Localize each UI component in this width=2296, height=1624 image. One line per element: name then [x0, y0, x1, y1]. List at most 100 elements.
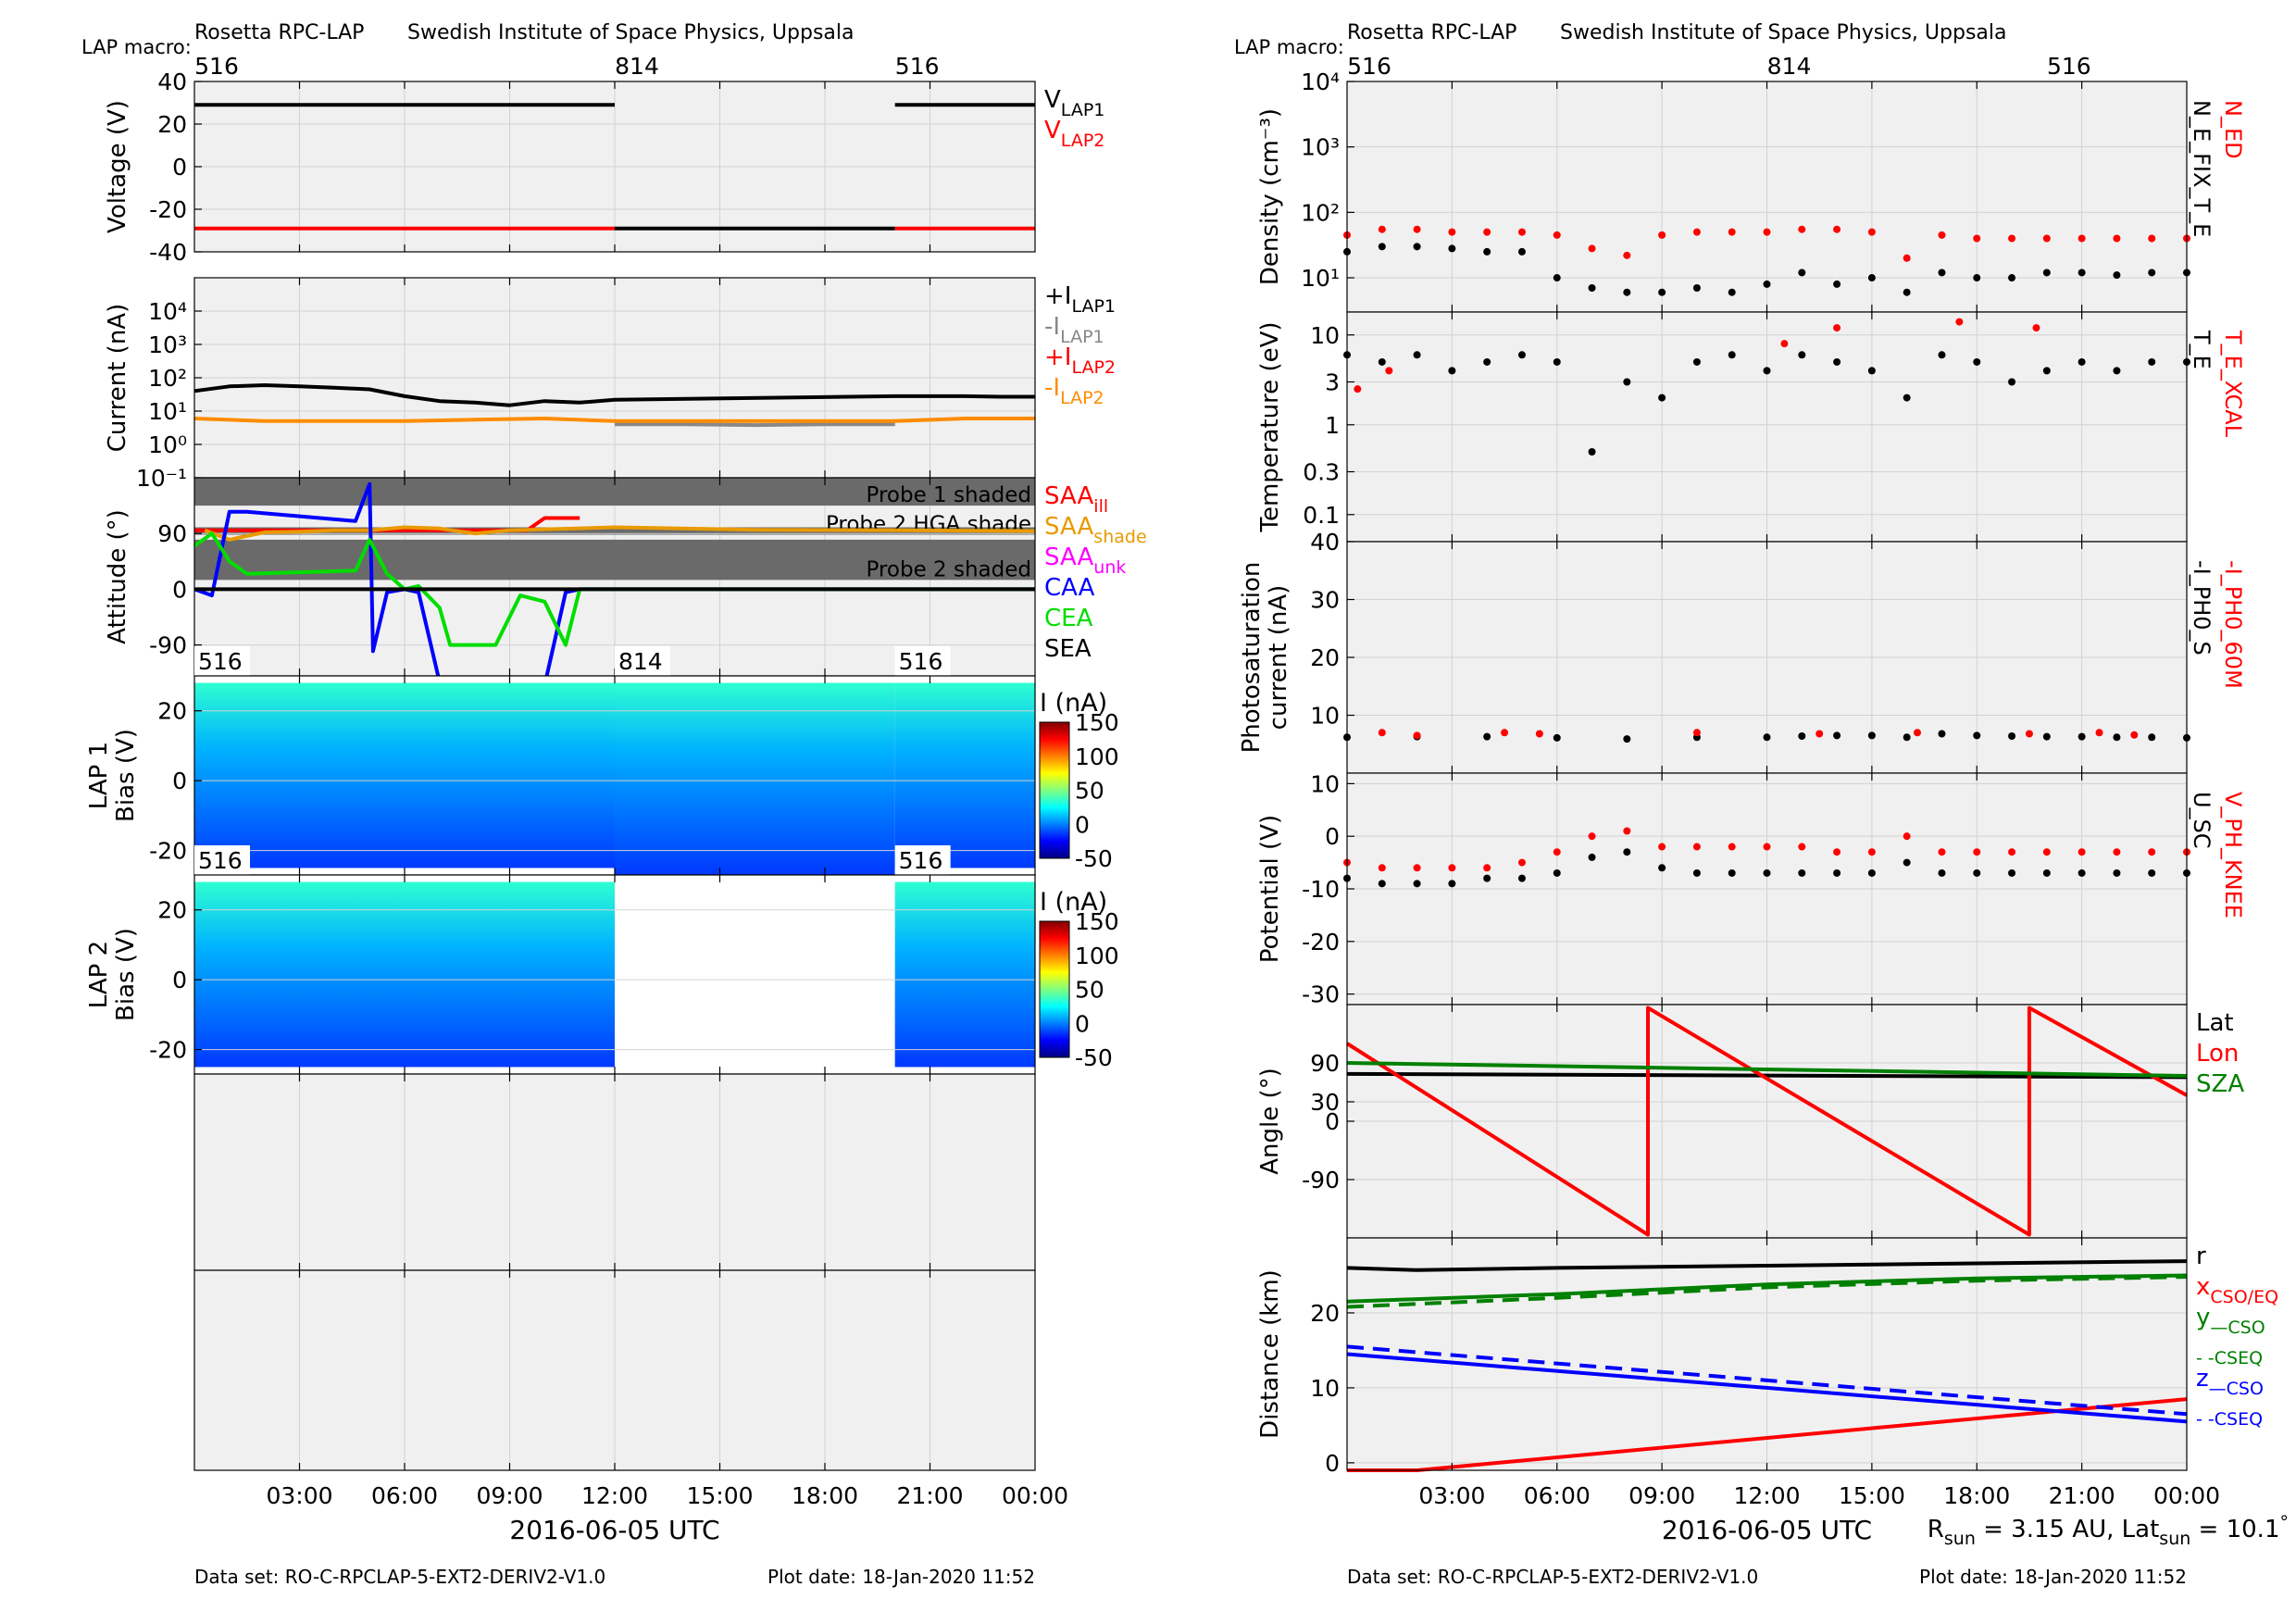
attitude-legend-entry: SAAunk — [1044, 543, 1126, 578]
density-point-N-E-FIX-T-E — [1833, 280, 1841, 288]
potential-point-V-PH-KNEE — [1413, 864, 1421, 872]
lap2_bias-macro-box — [894, 845, 951, 875]
potential-legend-entry: U_SC — [2189, 792, 2215, 849]
colorbar-tick-label: -50 — [1075, 1044, 1113, 1071]
temperature-point-T-E — [2042, 367, 2051, 375]
x-tick-label: 03:00 — [1418, 1482, 1485, 1509]
legend-main: SAA — [1044, 513, 1093, 541]
footer-plot-date: Plot date: 18-Jan-2020 11:52 — [767, 1566, 1035, 1588]
angle-ytick-label: 0 — [1325, 1108, 1340, 1135]
lap1_bias-block — [615, 682, 895, 875]
density-point-N-E-FIX-T-E — [1588, 283, 1596, 292]
temperature-point-T-E — [1378, 357, 1386, 366]
potential-point-V-PH-KNEE — [1833, 848, 1841, 856]
lap1_bias-block — [894, 682, 1035, 868]
x-tick-label: 00:00 — [2153, 1482, 2220, 1509]
photosaturation-point--I-PH0-S — [1938, 730, 1946, 738]
attitude-series-SAA-shade — [204, 525, 1036, 542]
colorbar-tick-label: 150 — [1075, 908, 1119, 935]
lap1_bias-macro-label: 814 — [618, 648, 663, 675]
legend-sub: —CSO — [2209, 1379, 2264, 1399]
lap2_bias-ytick-label: 0 — [172, 967, 187, 993]
distance-legend-entry: z—CSO — [2196, 1365, 2264, 1399]
attitude-legend-entry: SAAill — [1044, 482, 1108, 517]
lap1_bias-block — [194, 682, 615, 868]
temperature-point-T-E — [1973, 357, 1981, 366]
potential-ylabel: Potential (V) — [1256, 815, 1284, 963]
x-axis: 03:00 06:00 09:00 12:00 15:00 18:00 21:00 00:00… — [266, 1482, 1068, 1545]
colorbar-tick-label: 50 — [1075, 977, 1104, 1004]
current-ytick-label: 10⁰ — [148, 431, 187, 458]
density-point-N-ED — [1378, 225, 1386, 233]
temperature-point-T-E — [1938, 351, 1946, 359]
legend-sub: LAP2 — [1071, 357, 1116, 378]
density-point-N-E-FIX-T-E — [1448, 244, 1456, 253]
panel-lap2_bias: 516 516 I (nA)150 100 50 0 -50 20 0 -20 LAP 2 Bias … — [85, 845, 1119, 1075]
macro-value: 516 — [895, 53, 940, 80]
legend-sub: LAP2 — [1061, 131, 1105, 151]
potential-point-V-PH-KNEE — [2148, 848, 2156, 856]
temperature-point-T-E-XCAL — [1955, 318, 1964, 326]
colorbar-tick-label: 0 — [1075, 1010, 1090, 1037]
angle-series-Lon — [1345, 1006, 2188, 1237]
potential-point-U-SC — [1798, 868, 1806, 877]
temperature-point-T-E — [1413, 351, 1421, 359]
x-tick-label: 21:00 — [2049, 1482, 2115, 1509]
legend-main: CAA — [1044, 574, 1095, 602]
x-axis: 03:00 06:00 09:00 12:00 15:00 18:00 21:00 00:00… — [1418, 1482, 2220, 1545]
density-point-N-E-FIX-T-E — [1867, 274, 1876, 282]
density-point-N-E-FIX-T-E — [2042, 269, 2051, 277]
photosaturation-point--I-PH0-60M — [2025, 730, 2033, 738]
density-point-N-E-FIX-T-E — [1517, 247, 1526, 256]
distance-ytick-label: 10 — [1310, 1375, 1340, 1402]
photosaturation-point--I-PH0-60M — [1914, 729, 1922, 737]
potential-point-U-SC — [1833, 868, 1841, 877]
distance-legend-entry: - -CSEQ — [2196, 1409, 2263, 1430]
temperature-point-T-E — [1658, 394, 1666, 402]
potential-ytick-label: 10 — [1310, 770, 1340, 797]
legend-sub: unk — [1093, 557, 1126, 578]
photosaturation-point--I-PH0-S — [1623, 735, 1631, 743]
attitude-ytick-label: 90 — [157, 520, 187, 547]
attitude-legend-entry: CAA — [1044, 574, 1095, 602]
legend-main: Lon — [2196, 1040, 2239, 1068]
photosaturation-point--I-PH0-S — [2113, 733, 2121, 742]
potential-point-V-PH-KNEE — [1763, 843, 1771, 851]
legend-sub: CSO/EQ — [2210, 1287, 2278, 1307]
temperature-point-T-E — [2008, 378, 2016, 386]
photosaturation-point--I-PH0-60M — [1413, 731, 1421, 740]
current-ytick-label: 10¹ — [148, 398, 187, 425]
photosaturation-point--I-PH0-60M — [2130, 731, 2139, 739]
attitude-series-CAA — [193, 481, 1035, 691]
header-title: Rosetta RPC-LAP — [1347, 21, 1516, 44]
density-point-N-E-FIX-T-E — [1798, 269, 1806, 277]
density-point-N-E-FIX-T-E — [1483, 247, 1491, 256]
temperature-ytick-label: 3 — [1325, 369, 1340, 395]
photosaturation-point--I-PH0-S — [1553, 733, 1561, 742]
potential-point-V-PH-KNEE — [1867, 848, 1876, 856]
potential-point-U-SC — [1903, 858, 1911, 867]
density-legend-entry: N_E_FIX_T_E — [2189, 100, 2215, 237]
legend-main: -I — [1044, 374, 1060, 402]
potential-point-V-PH-KNEE — [1903, 832, 1911, 841]
photosaturation-point--I-PH0-S — [1483, 732, 1491, 741]
potential-point-V-PH-KNEE — [1728, 843, 1736, 851]
voltage-ylabel: Voltage (V) — [104, 100, 131, 233]
rsun-deg: ° — [2280, 1512, 2290, 1532]
header-title: Rosetta RPC-LAP — [194, 21, 364, 44]
potential-point-U-SC — [1413, 880, 1421, 888]
x-tick-label: 12:00 — [581, 1482, 648, 1509]
legend-sub: LAP1 — [1071, 296, 1116, 317]
attitude-band — [194, 539, 1035, 581]
potential-point-V-PH-KNEE — [1553, 848, 1561, 856]
temperature-point-T-E — [1903, 394, 1911, 402]
potential-point-U-SC — [1588, 853, 1596, 861]
density-point-N-ED — [1692, 228, 1701, 236]
density-point-N-E-FIX-T-E — [2078, 269, 2086, 277]
potential-point-U-SC — [1553, 868, 1561, 877]
voltage-legend-entry: VLAP1 — [1044, 86, 1104, 120]
x-tick-label: 06:00 — [1524, 1482, 1591, 1509]
